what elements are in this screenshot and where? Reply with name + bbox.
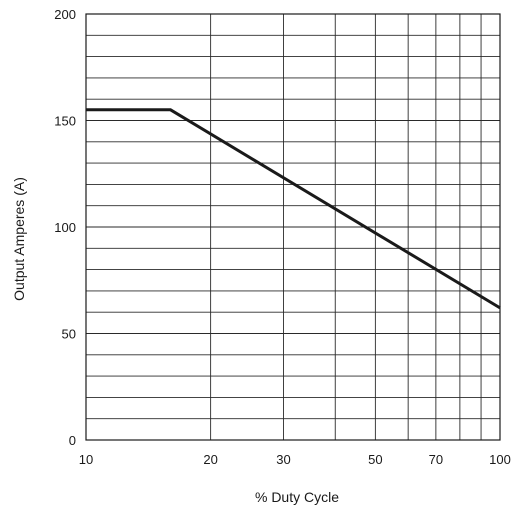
plot-frame [85,13,501,441]
series-layer [86,108,501,310]
series-line [86,108,501,310]
y-tick-label: 50 [62,327,76,342]
x-tick-label: 70 [429,452,443,467]
x-axis-title: % Duty Cycle [255,489,339,505]
y-tick-label: 200 [54,7,76,22]
grid [85,13,501,441]
y-tick-label: 150 [54,114,76,129]
y-axis-ticks: 0 50 100 150 200 [54,7,76,448]
x-tick-label: 50 [368,452,382,467]
y-tick-label: 100 [54,220,76,235]
x-tick-label: 30 [276,452,290,467]
x-tick-label: 10 [79,452,93,467]
x-tick-label: 20 [203,452,217,467]
y-tick-label: 0 [69,433,76,448]
x-axis-ticks: 10 20 30 50 70 100 [79,452,511,467]
x-tick-label: 100 [489,452,511,467]
y-axis-title: Output Amperes (A) [11,177,27,301]
